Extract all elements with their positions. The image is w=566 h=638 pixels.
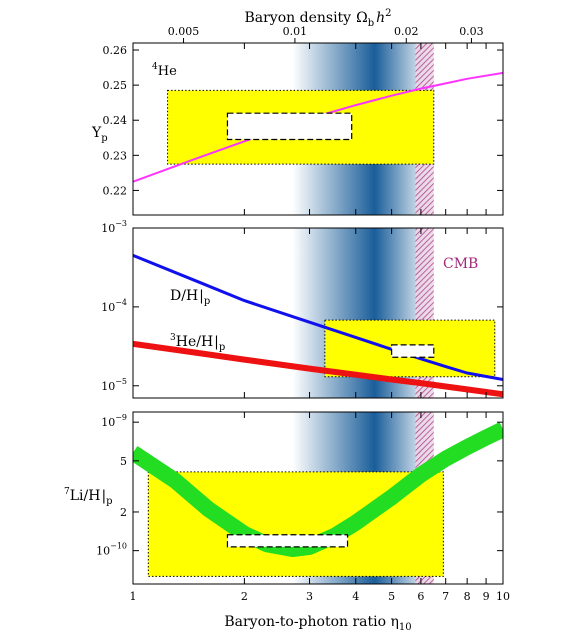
y-tick-label: 0.23 (103, 149, 128, 162)
y-tick-label: 10−3 (101, 219, 127, 235)
top-axis-h-exp: 2 (385, 8, 391, 19)
y-tick-label: 0.22 (103, 184, 128, 197)
x-tick-label: 2 (241, 590, 248, 603)
top-axis-h: h (376, 10, 385, 26)
top-tick-label: 0.03 (459, 25, 484, 38)
deuterium-label: D/H|p (170, 288, 210, 307)
x-tick-label: 4 (352, 590, 359, 603)
y-tick-label: 10−10 (96, 542, 127, 558)
panel-lithium7 (133, 422, 503, 577)
y-tick-label: 0.25 (103, 79, 128, 92)
panel-frames: 0.22 0.23 0.24 0.25 0.26 10−3 10−4 10−5 10−9 5 2 10… (96, 42, 504, 585)
y-tick-label: 10−5 (101, 377, 127, 393)
panel-frame (132, 42, 504, 216)
top-tick-label: 0.005 (168, 25, 200, 38)
yp-axis-label: Yp (91, 125, 108, 144)
y-tick-label: 10−9 (101, 413, 127, 429)
panel-helium4 (133, 71, 503, 183)
x-tick-label: 6 (417, 590, 424, 603)
top-axis-omega: Ω (356, 10, 368, 26)
measurement-box (391, 344, 435, 358)
x-tick-label: 3 (306, 590, 313, 603)
panel-frame (132, 227, 504, 399)
measurement-box (226, 534, 349, 548)
panel-frame (132, 411, 504, 585)
series-deuterium-helium3-0 (133, 254, 503, 381)
series-deuterium-helium3-1 (133, 340, 503, 398)
helium4-label: 4He (152, 62, 177, 79)
x-axis-title: Baryon-to-photon ratio η10 (224, 614, 411, 633)
series-helium4-0 (133, 71, 503, 183)
top-tick-label: 0.01 (283, 25, 308, 38)
panel-deuterium-helium3 (133, 254, 503, 398)
x-tick-label: 8 (464, 590, 471, 603)
x-tick-label: 5 (388, 590, 395, 603)
x-tick-label: 10 (496, 590, 510, 603)
cmb-label: CMB (443, 256, 478, 272)
lithium7-axis-label: 7Li/H|p (64, 487, 113, 507)
y-tick-label: 10−4 (101, 298, 127, 314)
top-tick-label: 0.02 (394, 25, 419, 38)
y-tick-label: 0.26 (103, 44, 128, 57)
observational-box (324, 319, 496, 378)
measurement-box (226, 112, 353, 141)
top-axis-title-text: Baryon density (244, 10, 351, 26)
top-axis-title: Baryon density Ωb h2 (244, 8, 391, 29)
helium3-label: 3He/H|p (170, 333, 225, 353)
top-axis-ticks: 0.005 0.01 0.02 0.03 (168, 25, 484, 43)
top-axis-omega-sub: b (368, 18, 374, 29)
x-tick-label: 1 (130, 590, 137, 603)
y-tick-label: 2 (120, 506, 127, 519)
y-tick-label: 5 (120, 455, 127, 468)
x-axis-ticks: 1 2 3 4 5 6 7 8 9 10 (130, 590, 511, 603)
x-tick-label: 9 (483, 590, 490, 603)
x-tick-label: 7 (442, 590, 449, 603)
y-tick-label: 0.24 (103, 114, 128, 127)
